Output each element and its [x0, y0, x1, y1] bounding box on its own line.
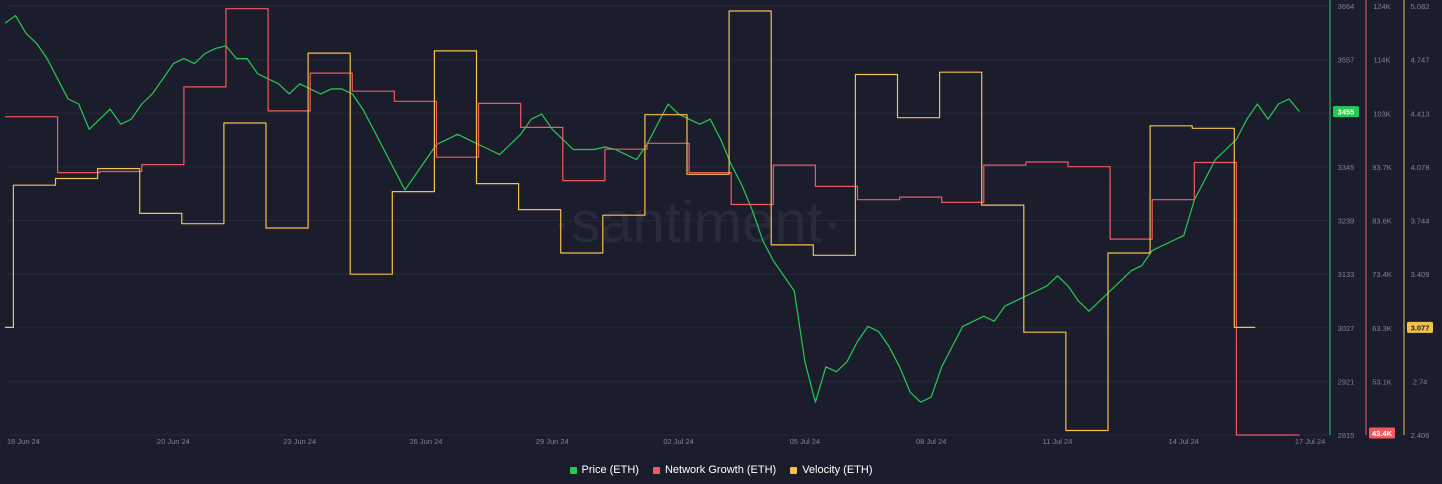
- x-tick-label: 17 Jul 24: [1295, 437, 1325, 446]
- velocity-current-badge-value: 3.077: [1411, 323, 1430, 332]
- network-growth-current-badge: 43.4K: [1369, 427, 1395, 439]
- network-growth-tick-label: 114K: [1374, 56, 1391, 65]
- price-tick-label: 2815: [1338, 431, 1355, 440]
- legend-swatch-velocity: [790, 466, 798, 474]
- price-current-badge: 3455: [1333, 106, 1359, 118]
- x-tick-label: 11 Jul 24: [1043, 437, 1073, 446]
- velocity-tick-label: 4.747: [1411, 56, 1430, 65]
- velocity-current-badge-bg: [1407, 321, 1433, 333]
- price-tick-label: 3133: [1338, 270, 1355, 279]
- x-tick-label: 26 Jun 24: [410, 437, 443, 446]
- legend-item-price[interactable]: Price (ETH): [569, 464, 639, 476]
- x-tick-label: 05 Jul 24: [790, 437, 820, 446]
- legend-label-velocity: Velocity (ETH): [802, 464, 873, 476]
- network-growth-tick-label: 53.1K: [1372, 377, 1392, 386]
- x-tick-label: 14 Jul 24: [1169, 437, 1199, 446]
- x-tick-label: 23 Jun 24: [283, 437, 316, 446]
- price-current-badge-bg: [1333, 106, 1359, 118]
- network-growth-tick-label: 63.3K: [1372, 324, 1392, 333]
- network-growth-tick-label: 93.7K: [1372, 163, 1392, 172]
- velocity-tick-label: 2.406: [1411, 431, 1430, 440]
- velocity-tick-label: 3.409: [1411, 270, 1430, 279]
- velocity-current-badge: 3.077: [1407, 321, 1433, 333]
- network-growth-current-badge-value: 43.4K: [1372, 429, 1393, 438]
- series-line-velocity: [5, 10, 1256, 432]
- price-tick-label: 3345: [1338, 163, 1355, 172]
- x-tick-label: 02 Jul 24: [663, 437, 693, 446]
- velocity-tick-label: 4.413: [1411, 109, 1430, 118]
- watermark: ·santiment·: [552, 190, 842, 255]
- legend-item-network-growth[interactable]: Network Growth (ETH): [652, 464, 777, 476]
- legend-swatch-price: [569, 466, 577, 474]
- x-tick-label: 16 Jun 24: [7, 437, 40, 446]
- network-growth-tick-label: 103K: [1373, 109, 1391, 118]
- x-tick-label: 20 Jun 24: [157, 437, 190, 446]
- velocity-tick-label: 5.082: [1411, 2, 1430, 11]
- legend-swatch-network-growth: [652, 466, 660, 474]
- network-growth-tick-label: 83.6K: [1372, 217, 1392, 226]
- x-tick-label: 29 Jun 24: [536, 437, 569, 446]
- network-growth-tick-label: 73.4K: [1372, 270, 1392, 279]
- velocity-tick-label: 2.74: [1413, 377, 1428, 386]
- x-axis: 16 Jun 24 20 Jun 24 23 Jun 24 26 Jun 24 29 J…: [7, 437, 1325, 446]
- network-growth-current-badge-bg: [1369, 427, 1395, 439]
- series-line-price: [4, 15, 1300, 403]
- price-tick-label: 3239: [1338, 217, 1355, 226]
- price-current-badge-value: 3455: [1338, 108, 1355, 117]
- legend-label-price: Price (ETH): [581, 464, 639, 476]
- series-line-network-growth: [5, 8, 1300, 436]
- price-tick-label: 3664: [1338, 2, 1355, 11]
- price-tick-label: 3557: [1338, 56, 1355, 65]
- velocity-tick-label: 4.078: [1411, 163, 1430, 172]
- legend-item-velocity[interactable]: Velocity (ETH): [790, 464, 873, 476]
- legend-label-network-growth: Network Growth (ETH): [664, 464, 777, 476]
- x-tick-label: 08 Jul 24: [916, 437, 946, 446]
- price-tick-label: 2921: [1338, 377, 1355, 386]
- network-growth-tick-label: 124K: [1373, 2, 1391, 11]
- legend: Price (ETH) Network Growth (ETH) Velocit…: [0, 460, 1442, 480]
- price-tick-label: 3027: [1338, 324, 1355, 333]
- velocity-tick-label: 3.744: [1411, 217, 1430, 226]
